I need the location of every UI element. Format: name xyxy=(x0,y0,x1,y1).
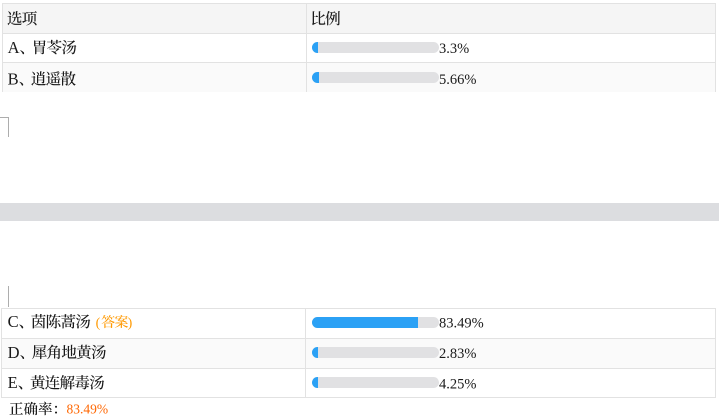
svg-text:5.66%: 5.66% xyxy=(439,72,476,88)
svg-text:2.83%: 2.83% xyxy=(439,346,476,362)
svg-text:4.25%: 4.25% xyxy=(439,376,476,392)
svg-text:D: D xyxy=(8,343,20,362)
svg-text:A: A xyxy=(8,38,20,57)
svg-text:): ) xyxy=(128,316,133,331)
svg-text:3.3%: 3.3% xyxy=(439,41,469,57)
svg-text:83.49%: 83.49% xyxy=(67,402,109,417)
svg-text:83.49%: 83.49% xyxy=(439,315,484,331)
svg-text:(: ( xyxy=(96,316,101,331)
svg-text:E: E xyxy=(8,373,18,392)
svg-text:C: C xyxy=(8,312,19,331)
svg-text:B: B xyxy=(8,69,19,88)
